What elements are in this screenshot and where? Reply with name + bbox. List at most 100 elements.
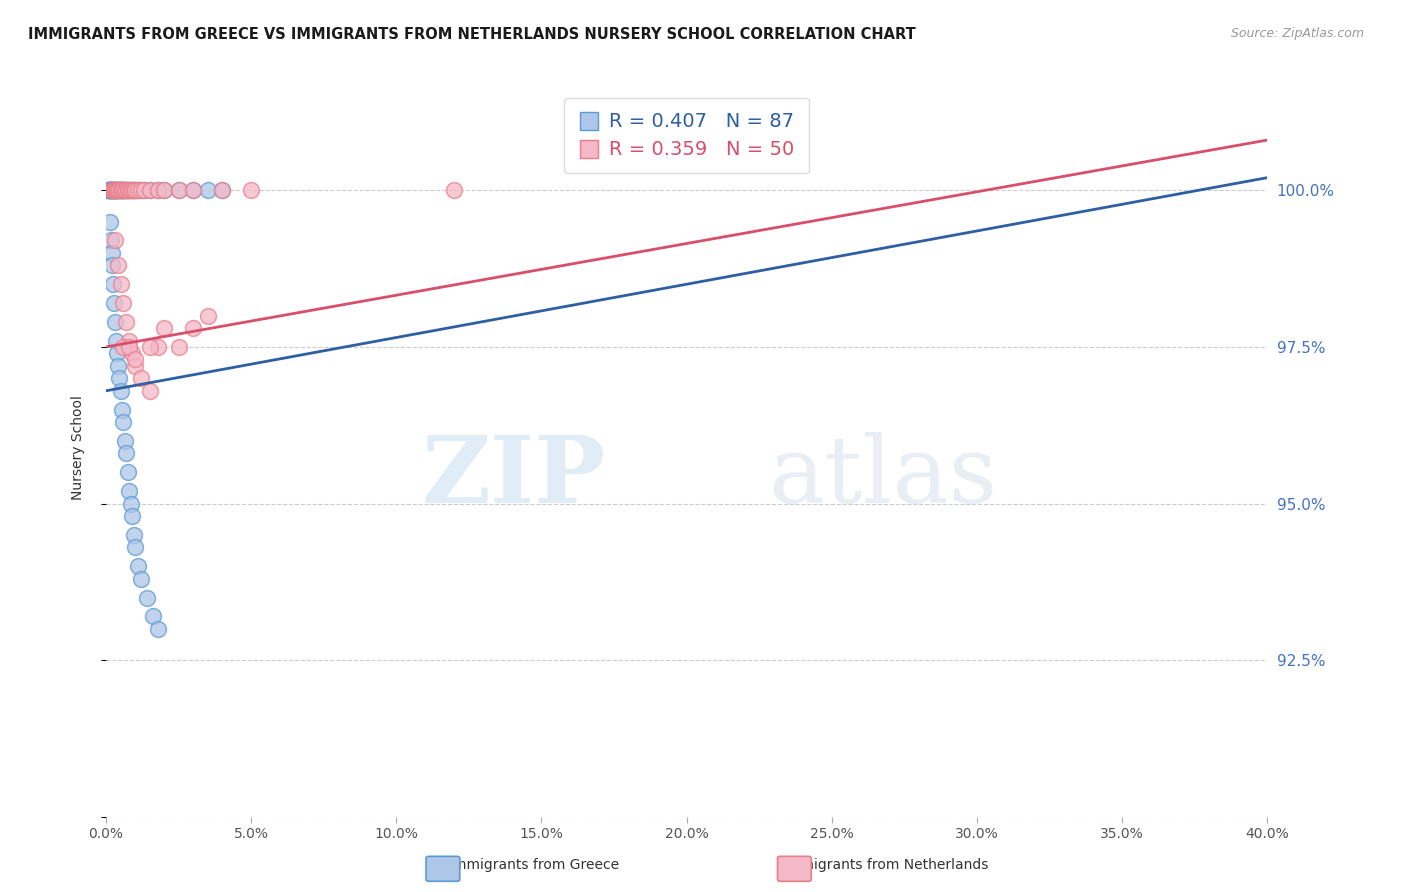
Point [111, 402, 134, 417]
Point [108, 183, 131, 197]
Point [112, 415, 135, 429]
Point [115, 183, 138, 197]
Point [101, 183, 124, 197]
Point [127, 183, 149, 197]
Point [443, 183, 465, 197]
Point [132, 183, 155, 197]
Point [167, 340, 190, 354]
Point [103, 183, 125, 197]
Point [111, 183, 134, 197]
Point [118, 183, 141, 197]
Text: Immigrants from Netherlands: Immigrants from Netherlands [783, 858, 988, 872]
Point [148, 622, 170, 636]
Point [105, 334, 128, 348]
Point [120, 497, 142, 511]
Point [122, 183, 145, 197]
Point [121, 183, 143, 197]
Point [104, 183, 127, 197]
Point [120, 183, 142, 197]
Point [118, 340, 141, 354]
Point [104, 183, 127, 197]
Point [138, 384, 160, 398]
Point [112, 296, 135, 310]
Point [103, 277, 125, 292]
Point [138, 340, 160, 354]
Point [100, 183, 122, 197]
Point [110, 183, 132, 197]
Point [101, 183, 124, 197]
Point [98, 183, 121, 197]
Point [141, 609, 163, 624]
Point [117, 183, 139, 197]
Point [103, 183, 125, 197]
Point [148, 340, 170, 354]
Point [121, 183, 143, 197]
Point [121, 183, 143, 197]
Point [124, 541, 146, 555]
Point [153, 321, 176, 335]
Point [129, 572, 152, 586]
Point [108, 371, 131, 385]
Point [112, 340, 135, 354]
Point [129, 371, 152, 385]
Point [107, 183, 129, 197]
Point [101, 183, 124, 197]
Point [110, 277, 132, 292]
Point [104, 183, 127, 197]
Point [132, 183, 155, 197]
Point [105, 183, 128, 197]
Point [127, 183, 149, 197]
Point [105, 183, 128, 197]
Point [107, 183, 129, 197]
Point [153, 183, 176, 197]
Point [118, 183, 141, 197]
Point [181, 183, 204, 197]
Point [104, 183, 127, 197]
Point [108, 183, 131, 197]
Point [101, 183, 124, 197]
Point [181, 321, 204, 335]
Point [118, 334, 141, 348]
Point [100, 183, 122, 197]
Point [197, 183, 219, 197]
Legend: R = 0.407   N = 87, R = 0.359   N = 50: R = 0.407 N = 87, R = 0.359 N = 50 [564, 97, 808, 173]
Point [98, 183, 121, 197]
Point [114, 183, 136, 197]
Text: Immigrants from Greece: Immigrants from Greece [450, 858, 619, 872]
Y-axis label: Nursery School: Nursery School [72, 395, 86, 500]
Point [104, 183, 127, 197]
Point [112, 183, 135, 197]
Point [115, 183, 138, 197]
Point [100, 183, 122, 197]
Point [110, 384, 132, 398]
Point [124, 352, 146, 367]
Point [138, 183, 160, 197]
Point [104, 233, 127, 247]
Text: IMMIGRANTS FROM GREECE VS IMMIGRANTS FROM NETHERLANDS NURSERY SCHOOL CORRELATION: IMMIGRANTS FROM GREECE VS IMMIGRANTS FRO… [28, 27, 915, 42]
Point [125, 183, 148, 197]
Point [122, 183, 145, 197]
Point [135, 591, 157, 605]
Point [97, 183, 120, 197]
Text: ZIP: ZIP [420, 432, 606, 522]
Point [181, 183, 204, 197]
Point [167, 183, 190, 197]
Point [108, 183, 131, 197]
Point [138, 183, 160, 197]
Point [96, 183, 118, 197]
Point [105, 346, 128, 360]
Point [97, 183, 120, 197]
Point [110, 183, 132, 197]
Point [117, 465, 139, 479]
Point [111, 183, 134, 197]
Point [118, 483, 141, 498]
Point [100, 233, 122, 247]
Point [127, 559, 149, 574]
Point [114, 434, 136, 448]
Point [120, 183, 142, 197]
Point [117, 183, 139, 197]
Text: atlas: atlas [768, 432, 997, 522]
Point [240, 183, 263, 197]
Point [98, 183, 121, 197]
Point [124, 359, 146, 373]
